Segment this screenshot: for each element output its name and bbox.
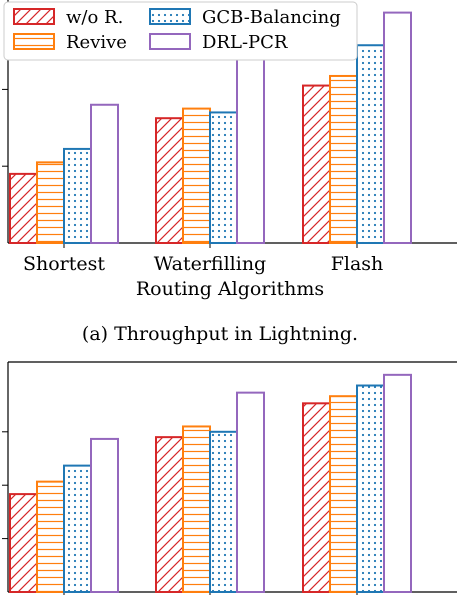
bar-w-o-r-shortest	[9, 493, 38, 594]
bar-revive-flash	[329, 74, 358, 244]
bar-revive-waterfilling	[182, 425, 211, 593]
x-tick-label: Waterfilling	[154, 253, 266, 275]
bar-drl-pcr-flash	[383, 11, 412, 244]
bar-gcb-balancing-waterfilling	[209, 430, 238, 593]
bar-gcb-balancing-shortest	[63, 147, 92, 244]
chart-a: Shortest Waterfilling Flash Routing Algorit…	[2, 0, 457, 345]
bar-drl-pcr-shortest	[90, 103, 119, 245]
bar-gcb-balancing-waterfilling	[209, 111, 238, 244]
legend: w/o R. Revive GCB-Balancing DRL-PCR	[3, 1, 358, 61]
bar-w-o-r-flash	[302, 84, 331, 244]
legend-swatch-w-o-r	[13, 8, 55, 25]
bar-w-o-r-shortest	[9, 172, 38, 245]
x-tick-label: Shortest	[23, 253, 105, 275]
bar-drl-pcr-shortest	[90, 437, 119, 594]
bar-drl-pcr-waterfilling	[236, 391, 265, 594]
legend-label-revive: Revive	[66, 32, 127, 53]
bar-w-o-r-flash	[302, 402, 331, 593]
x-axis-title: Routing Algorithms	[136, 278, 324, 300]
bar-drl-pcr-waterfilling	[236, 42, 265, 244]
bar-w-o-r-waterfilling	[155, 436, 184, 594]
chart-b	[2, 361, 457, 595]
figure-caption: (a) Throughput in Lightning.	[82, 323, 358, 345]
legend-label-gcb-balancing: GCB-Balancing	[202, 7, 341, 28]
bar-revive-flash	[329, 395, 358, 594]
x-tick-label: Flash	[331, 253, 384, 275]
legend-swatch-gcb-balancing	[149, 8, 191, 25]
legend-swatch-drl-pcr	[149, 33, 191, 50]
bar-gcb-balancing-flash	[356, 384, 385, 593]
legend-label-drl-pcr: DRL-PCR	[202, 32, 288, 53]
bar-gcb-balancing-flash	[356, 44, 385, 244]
bar-revive-shortest	[36, 480, 65, 594]
bar-gcb-balancing-shortest	[63, 464, 92, 593]
bar-revive-waterfilling	[182, 107, 211, 244]
bar-drl-pcr-flash	[383, 373, 412, 593]
legend-frame	[3, 1, 358, 61]
legend-swatch-revive	[13, 33, 55, 50]
bar-revive-shortest	[36, 161, 65, 244]
bar-w-o-r-waterfilling	[155, 117, 184, 244]
legend-label-w-o-r: w/o R.	[66, 7, 123, 28]
